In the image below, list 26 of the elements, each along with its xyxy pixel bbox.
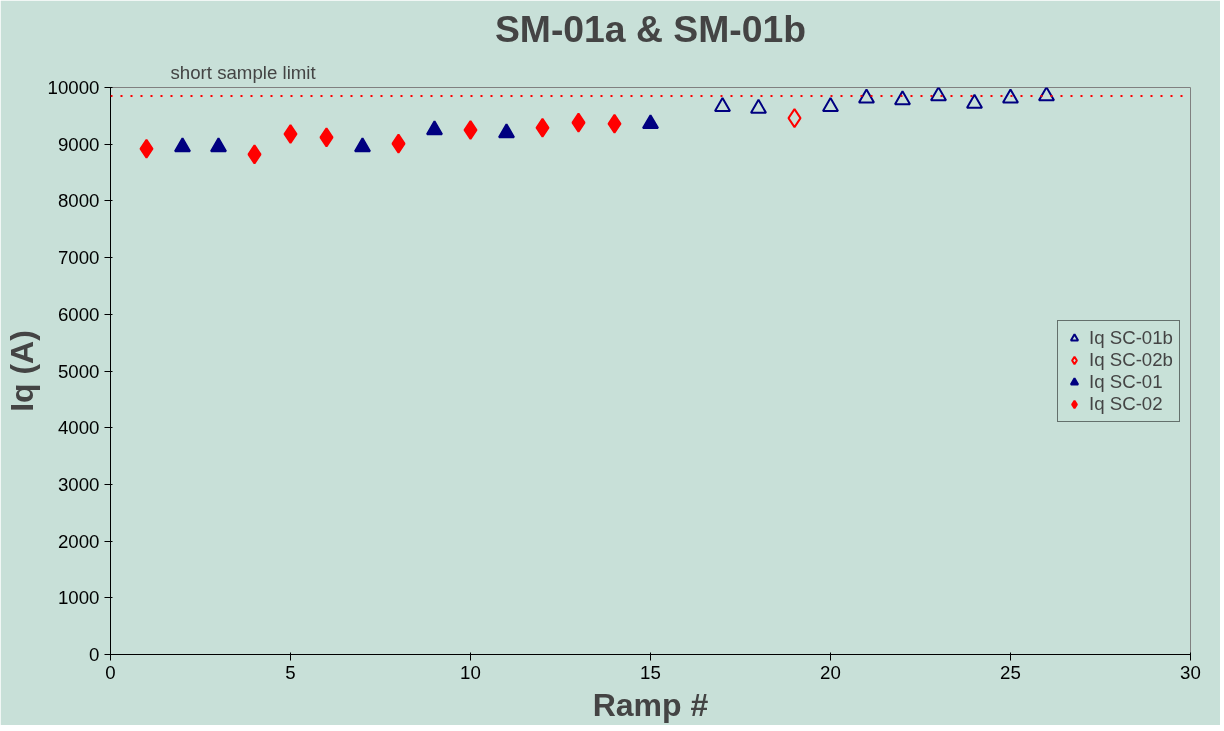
y-tick-label: 2000 — [58, 530, 100, 552]
x-tick-label: 10 — [460, 661, 481, 683]
x-tick-label: 5 — [285, 661, 296, 683]
y-tick-label: 5000 — [58, 360, 100, 382]
x-tick-label: 20 — [820, 661, 841, 683]
y-tick-label: 8000 — [58, 190, 100, 212]
chart-title: SM-01a & SM-01b — [494, 7, 807, 50]
y-tick-label: 3000 — [58, 473, 100, 495]
x-tick-label: 15 — [640, 661, 661, 683]
legend-label: Iq SC-01b — [1089, 326, 1173, 349]
legend-label: Iq SC-01 — [1089, 370, 1163, 393]
y-axis-title: Iq (A) — [3, 330, 40, 412]
y-tick-label: 9000 — [58, 133, 100, 155]
y-tick-label: 0 — [89, 644, 100, 665]
x-axis-title: Ramp # — [592, 686, 709, 723]
y-tick-label: 6000 — [58, 303, 100, 325]
y-tick-label: 7000 — [58, 247, 100, 269]
x-tick-label: 0 — [105, 661, 116, 683]
y-tick-label: 4000 — [58, 417, 100, 439]
x-tick-label: 25 — [1000, 661, 1021, 683]
y-tick-label: 10000 — [47, 77, 100, 98]
y-tick-label: 1000 — [58, 587, 100, 609]
x-tick-label: 30 — [1180, 661, 1201, 683]
legend-label: Iq SC-02b — [1089, 348, 1173, 371]
ref-line-label: short sample limit — [170, 61, 317, 83]
legend-label: Iq SC-02 — [1089, 392, 1163, 415]
